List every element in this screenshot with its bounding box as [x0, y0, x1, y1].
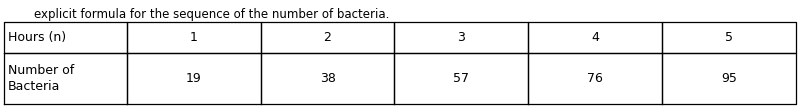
Text: Number of
Bacteria: Number of Bacteria: [8, 64, 74, 93]
Text: 57: 57: [454, 72, 470, 85]
Text: 1: 1: [190, 31, 198, 44]
Text: 19: 19: [186, 72, 202, 85]
Text: 4: 4: [591, 31, 599, 44]
Text: explicit formula for the sequence of the number of bacteria.: explicit formula for the sequence of the…: [34, 8, 390, 21]
Text: 2: 2: [323, 31, 331, 44]
Text: 5: 5: [725, 31, 733, 44]
Text: 95: 95: [721, 72, 737, 85]
Text: 38: 38: [319, 72, 335, 85]
Text: 76: 76: [587, 72, 603, 85]
Text: 3: 3: [458, 31, 466, 44]
Text: Hours (n): Hours (n): [8, 31, 66, 44]
